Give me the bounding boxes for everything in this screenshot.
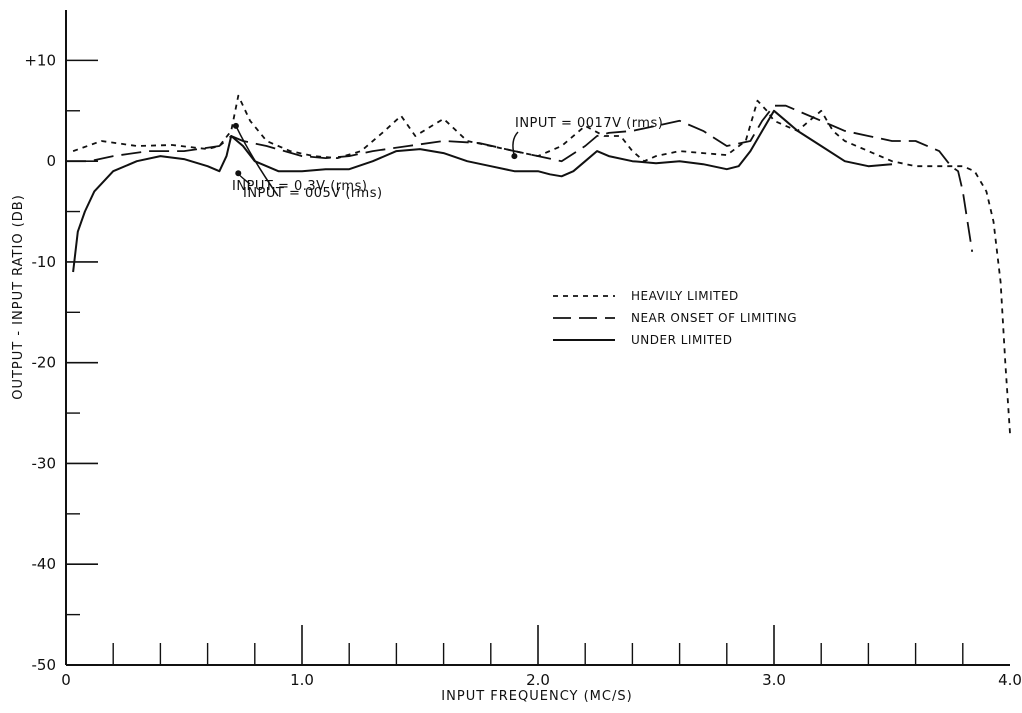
x-tick-label: 3.0 [762, 671, 786, 689]
x-tick-label: 4.0 [998, 671, 1022, 689]
y-tick-label: -40 [32, 555, 57, 573]
annotation-arrowhead [232, 122, 239, 129]
annotation-label: INPUT = 0017V (rms) [515, 116, 663, 131]
annotations: INPUT = 0.3V (rms) INPUT = 0017V (rms) INP… [232, 116, 663, 201]
annotation-arrowhead [511, 153, 518, 160]
y-tick-label: -30 [32, 454, 57, 472]
y-tick-label: -20 [32, 354, 57, 372]
legend-label: NEAR ONSET OF LIMITING [631, 311, 797, 325]
x-tick-label: 2.0 [526, 671, 550, 689]
series-group [66, 94, 1011, 434]
y-tick-label: -50 [32, 656, 57, 674]
legend-label: UNDER LIMITED [631, 333, 733, 347]
annotation-leader [235, 125, 279, 197]
axes: +100-10-20-30-40-500 1.0 2.0 3.0 4.0 [24, 10, 1022, 689]
legend: HEAVILY LIMITED NEAR ONSET OF LIMITING UND… [553, 289, 797, 347]
y-tick-label: -10 [32, 253, 57, 271]
legend-label: HEAVILY LIMITED [631, 289, 739, 303]
x-tick-label: 1.0 [290, 671, 314, 689]
y-tick-label: +10 [24, 51, 56, 69]
annotation-arrowhead [235, 170, 242, 177]
series-line-dotted [72, 94, 1011, 434]
y-axis-label: OUTPUT - INPUT RATIO (DB) [11, 194, 26, 400]
y-tick-label: 0 [46, 152, 56, 170]
annotation-label: INPUT = 005V (rms) [243, 186, 383, 201]
series-line-solid [72, 109, 893, 273]
x-tick-label: 0 [61, 671, 71, 689]
annotation-label: INPUT = 0.3V (rms) [232, 179, 367, 194]
x-axis-label: INPUT FREQUENCY (MC/S) [441, 689, 632, 704]
